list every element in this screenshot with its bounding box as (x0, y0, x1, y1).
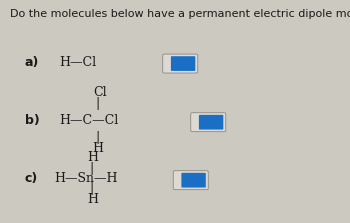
Text: |: | (90, 162, 94, 175)
Text: Cl: Cl (93, 86, 106, 99)
Text: Do the molecules below have a permanent electric dipole moment?: Do the molecules below have a permanent … (10, 9, 350, 19)
Text: c): c) (25, 172, 38, 185)
Text: H—Cl: H—Cl (60, 56, 97, 69)
Text: |: | (96, 97, 100, 110)
FancyBboxPatch shape (181, 173, 206, 188)
Text: H: H (87, 193, 98, 206)
Text: H—C—Cl: H—C—Cl (60, 114, 119, 127)
FancyBboxPatch shape (173, 171, 208, 190)
Text: b): b) (25, 114, 39, 127)
Text: H: H (87, 151, 98, 164)
FancyBboxPatch shape (171, 56, 195, 71)
Text: H—Sn—H: H—Sn—H (54, 172, 118, 185)
Text: a): a) (25, 56, 39, 69)
FancyBboxPatch shape (163, 54, 198, 73)
Text: |: | (90, 182, 94, 195)
FancyBboxPatch shape (191, 113, 226, 132)
FancyBboxPatch shape (199, 115, 223, 130)
Text: H: H (93, 142, 104, 155)
Text: |: | (96, 131, 100, 144)
